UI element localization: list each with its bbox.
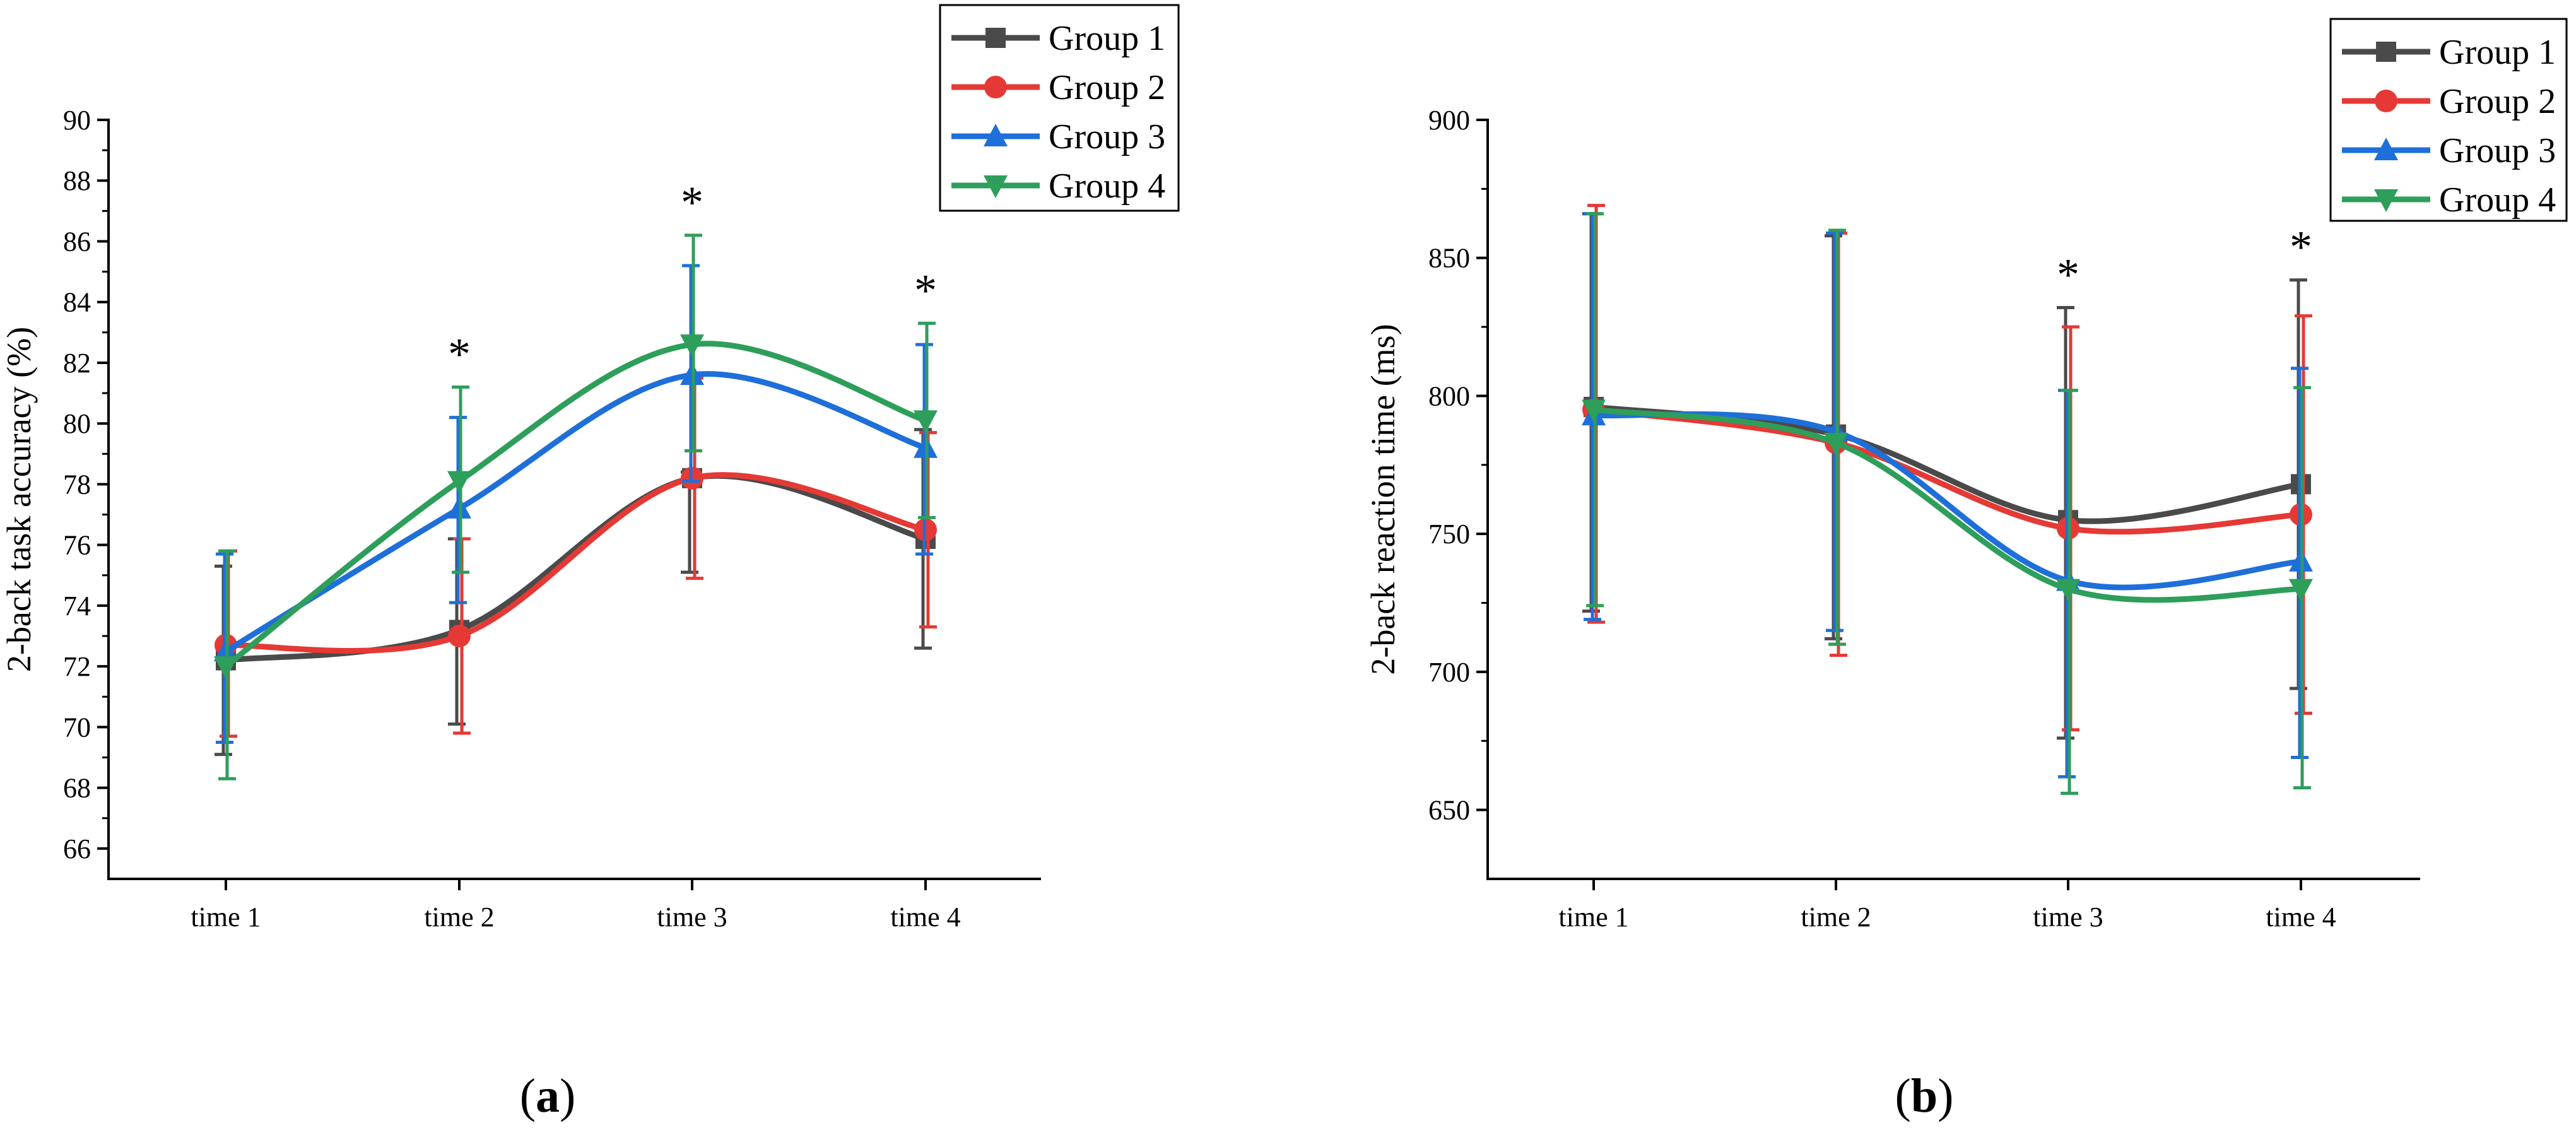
legend-marker bbox=[984, 175, 1008, 198]
panel-label-a: (a) bbox=[520, 1069, 576, 1122]
significance-star: * bbox=[681, 177, 703, 228]
significance-star: * bbox=[2057, 249, 2079, 300]
series-line bbox=[223, 472, 929, 654]
legend-marker bbox=[984, 76, 1007, 98]
series-group-4 bbox=[214, 233, 938, 780]
x-tick-label: time 4 bbox=[890, 902, 960, 933]
series-line bbox=[223, 341, 929, 669]
legend-item: Group 4 bbox=[951, 167, 1165, 206]
legend-label: Group 2 bbox=[1049, 68, 1165, 107]
y-axis-title: 2-back task accuracy (%) bbox=[0, 327, 38, 672]
chart-panel-b: 650 700 750 800 850 900 time 1 time 2 time 3 time… bbox=[1364, 18, 2568, 933]
data-point bbox=[1582, 399, 1606, 423]
y-tick-label: 86 bbox=[63, 226, 91, 257]
x-tick-label: time 1 bbox=[191, 902, 261, 933]
legend-item: Group 2 bbox=[2342, 82, 2556, 121]
x-tick-label: time 3 bbox=[2033, 902, 2103, 933]
legend: Group 1 Group 2 Group 3 Group 4 bbox=[2329, 18, 2568, 222]
legend-label: Group 4 bbox=[2439, 180, 2556, 220]
legend-label: Group 4 bbox=[1049, 167, 1165, 206]
series-line bbox=[223, 371, 929, 654]
series-group-1 bbox=[1582, 212, 2311, 740]
legend-label: Group 1 bbox=[1049, 19, 1165, 58]
data-point bbox=[680, 334, 704, 358]
legend-item: Group 3 bbox=[2342, 131, 2556, 170]
panel-label-b: (b) bbox=[1895, 1069, 1954, 1122]
x-tick-label: time 2 bbox=[424, 902, 494, 933]
data-point bbox=[914, 410, 938, 433]
significance-star: * bbox=[448, 329, 471, 379]
legend-marker bbox=[984, 124, 1008, 146]
series-line bbox=[223, 473, 929, 664]
series-group-3 bbox=[1582, 212, 2313, 779]
y-tick-label: 68 bbox=[63, 773, 91, 804]
y-tick-label: 88 bbox=[63, 165, 91, 196]
series-line bbox=[1591, 406, 2304, 535]
y-tick-label: 650 bbox=[1428, 795, 1470, 826]
y-tick-label: 900 bbox=[1428, 105, 1470, 136]
y-tick-label: 90 bbox=[63, 105, 91, 136]
data-point bbox=[2056, 579, 2080, 602]
data-point bbox=[447, 471, 471, 494]
chart-panel-a: 66 68 70 72 74 76 78 80 82 84 86 88 90 time 1 time 2 ti… bbox=[0, 4, 1180, 933]
legend-label: Group 3 bbox=[2439, 131, 2556, 170]
x-tick-label: time 1 bbox=[1558, 902, 1628, 933]
legend-item: Group 3 bbox=[951, 117, 1165, 156]
significance-star: * bbox=[914, 265, 937, 315]
y-tick-label: 82 bbox=[63, 348, 91, 379]
series-group-2 bbox=[215, 376, 937, 738]
legend: Group 1 Group 2 Group 3 Group 4 bbox=[939, 4, 1180, 212]
x-tick-label: time 3 bbox=[657, 902, 727, 933]
y-tick-label: 750 bbox=[1428, 519, 1470, 550]
y-axis-title: 2-back reaction time (ms) bbox=[1364, 324, 1402, 674]
significance-star: * bbox=[2290, 222, 2312, 273]
legend-marker bbox=[985, 28, 1006, 48]
legend-label: Group 3 bbox=[1049, 117, 1165, 156]
legend-marker bbox=[2376, 42, 2396, 62]
y-tick-label: 700 bbox=[1428, 657, 1470, 688]
y-tick-label: 80 bbox=[63, 408, 91, 439]
data-point bbox=[1824, 432, 1848, 456]
x-tick-label: time 2 bbox=[1801, 902, 1871, 933]
series-group-2 bbox=[1582, 204, 2312, 732]
data-point bbox=[2289, 579, 2313, 602]
legend-item: Group 1 bbox=[2342, 33, 2556, 72]
legend-item: Group 2 bbox=[951, 68, 1165, 107]
y-tick-label: 72 bbox=[63, 651, 91, 682]
data-point bbox=[448, 625, 471, 648]
series-group-3 bbox=[214, 264, 938, 744]
legend-label: Group 2 bbox=[2439, 82, 2556, 121]
y-tick-label: 800 bbox=[1428, 380, 1470, 411]
data-point bbox=[214, 656, 238, 680]
legend-marker bbox=[2375, 90, 2397, 112]
x-tick-label: time 4 bbox=[2266, 902, 2336, 933]
series-line bbox=[1591, 406, 2304, 603]
y-tick-label: 84 bbox=[63, 287, 91, 318]
y-tick-label: 78 bbox=[63, 469, 91, 500]
legend-marker bbox=[2374, 189, 2398, 212]
legend-item: Group 4 bbox=[2342, 180, 2556, 220]
y-tick-label: 74 bbox=[63, 591, 91, 621]
y-tick-label: 850 bbox=[1428, 243, 1470, 274]
y-tick-label: 76 bbox=[63, 530, 91, 561]
legend-label: Group 1 bbox=[2439, 33, 2556, 72]
series-group-4 bbox=[1582, 212, 2313, 795]
y-tick-label: 70 bbox=[63, 712, 91, 743]
y-tick-label: 66 bbox=[63, 833, 91, 864]
legend-marker bbox=[2374, 138, 2398, 160]
legend-item: Group 1 bbox=[951, 19, 1165, 58]
series-line bbox=[1591, 411, 2304, 591]
